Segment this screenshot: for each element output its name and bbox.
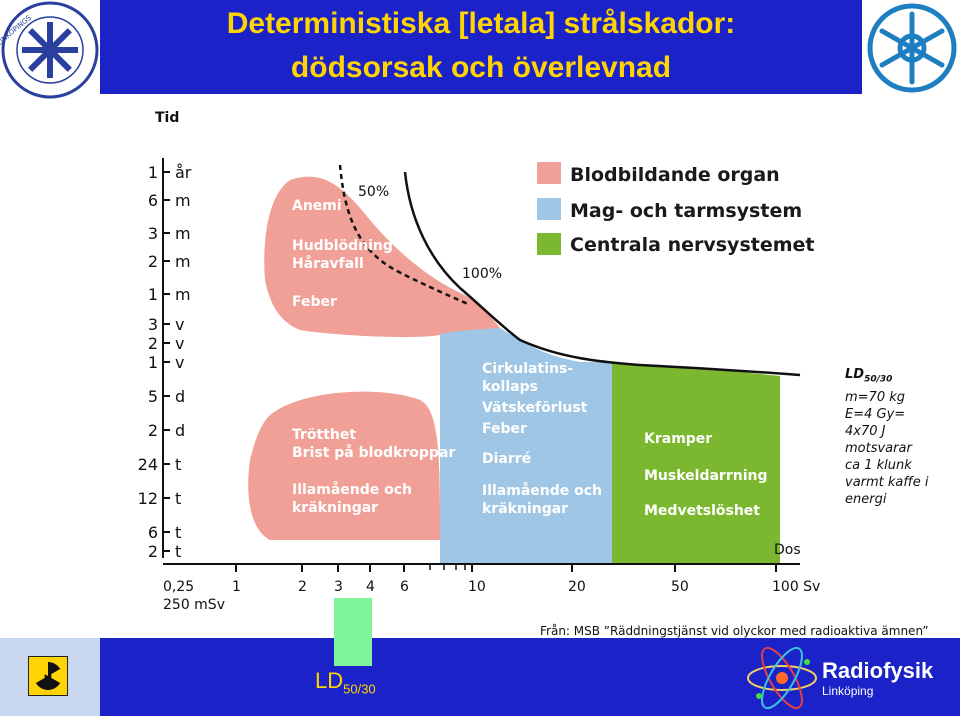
effect-trotthet: Trötthet — [292, 427, 356, 443]
curve-50-label: 50% — [358, 184, 389, 200]
time-tick-unit: år — [175, 163, 192, 182]
footer-bar — [0, 638, 960, 716]
time-tick-unit: d — [175, 387, 185, 406]
time-tick-number: 1 — [148, 285, 158, 304]
blood-organ-region-late — [264, 176, 500, 338]
effect-cirkulation-2: kollaps — [482, 379, 538, 395]
dose-tick-label: 2 — [298, 579, 307, 595]
dose-tick-label: 20 — [568, 579, 586, 595]
time-tick-unit: t — [175, 523, 181, 542]
legend-label-blood: Blodbildande organ — [570, 164, 780, 186]
slide-title-line2: dödsorsak och överlevnad — [290, 51, 672, 84]
effect-hudblodning: Hudblödning — [292, 238, 393, 254]
time-tick-unit: m — [175, 191, 191, 210]
time-tick-unit: t — [175, 542, 181, 561]
dose-axis-title: Dos — [774, 542, 801, 558]
dose-tick-label: 10 — [468, 579, 486, 595]
time-tick-unit: t — [175, 489, 181, 508]
time-tick-unit: m — [175, 252, 191, 271]
radiation-damage-diagram: Tid 1 år6 m3 m2 m1 m3 v2 v1 v5 d2 d24 t12 t6 t2 t Dos … — [138, 110, 821, 613]
dose-tick-label: 100 Sv — [772, 579, 820, 595]
slide-title-line1: Deterministiska [letala] strålskador: — [226, 7, 736, 40]
side-note-line: m=70 kg — [845, 389, 906, 405]
snowflake-emblem-logo — [867, 3, 957, 93]
time-tick-number: 1 — [148, 163, 158, 182]
curve-100-percent — [403, 171, 801, 377]
side-note-ld-heading: LD50/30 — [845, 367, 893, 385]
time-tick-number: 2 — [148, 334, 158, 353]
source-citation: Från: MSB ”Räddningstjänst vid olyckor m… — [540, 624, 929, 638]
effect-kramper: Kramper — [644, 431, 712, 447]
dose-start-msv: 250 mSv — [163, 597, 225, 613]
dose-start-value: 0,25 — [163, 579, 194, 595]
cns-region — [612, 362, 780, 565]
time-tick-number: 2 — [148, 542, 158, 561]
time-tick-unit: t — [175, 455, 181, 474]
effect-medvetsloshet: Medvetslöshet — [644, 503, 760, 519]
curve-50-percent — [338, 164, 471, 307]
side-note-line: ca 1 klunk — [845, 457, 912, 473]
time-tick-number: 3 — [148, 224, 158, 243]
side-note-line: energi — [845, 491, 887, 507]
effect-feber-blood: Feber — [292, 294, 337, 310]
time-tick-number: 1 — [148, 353, 158, 372]
time-tick-number: 6 — [148, 523, 158, 542]
dose-tick-label: 1 — [232, 579, 241, 595]
time-axis-title: Tid — [155, 110, 179, 126]
ld50-dose-band — [334, 598, 372, 666]
time-tick-number: 12 — [138, 489, 158, 508]
effect-illamaende-gi-2: kräkningar — [482, 501, 568, 517]
effect-anemi: Anemi — [292, 198, 342, 214]
side-note-line: varmt kaffe i — [845, 474, 929, 490]
side-note-line: E=4 Gy= — [845, 406, 906, 422]
university-seal-logo: LINKÖPINGS — [0, 1, 99, 99]
dose-tick-label: 3 — [334, 579, 343, 595]
legend-swatch-cns — [537, 233, 561, 255]
time-ticks: 1 år6 m3 m2 m1 m3 v2 v1 v5 d2 d24 t12 t6 t2 t — [138, 163, 192, 561]
effect-haravfall: Håravfall — [292, 255, 364, 272]
legend-label-gi: Mag- och tarmsystem — [570, 200, 802, 222]
time-tick-unit: v — [175, 353, 184, 372]
dose-ticks: 1 2 3 4 6 10 20 50 100 Sv — [232, 564, 820, 595]
time-tick-number: 3 — [148, 315, 158, 334]
legend-swatch-blood — [537, 162, 561, 184]
effect-vatskeforlust: Vätskeförlust — [482, 400, 588, 416]
legend-label-cns: Centrala nervsystemet — [570, 234, 815, 256]
time-tick-number: 2 — [148, 421, 158, 440]
time-tick-number: 5 — [148, 387, 158, 406]
gi-tract-region — [440, 328, 612, 565]
time-tick-number: 2 — [148, 252, 158, 271]
header-bar — [100, 0, 862, 94]
time-tick-unit: d — [175, 421, 185, 440]
atom-icon — [747, 646, 817, 710]
effect-illamaende-blood-2: kräkningar — [292, 500, 378, 516]
time-tick-number: 24 — [138, 455, 158, 474]
effect-diarre: Diarré — [482, 451, 531, 467]
time-tick-unit: m — [175, 285, 191, 304]
effect-illamaende-gi-1: Illamående och — [482, 482, 602, 499]
brand-subtitle: Linköping — [822, 684, 874, 698]
effect-feber-gi: Feber — [482, 421, 527, 437]
side-note-line: motsvarar — [845, 440, 912, 456]
ld-side-note: LD50/30 m=70 kg E=4 Gy= 4x70 J motsvarar… — [845, 366, 957, 508]
effect-cirkulation-1: Cirkulatins- — [482, 361, 573, 377]
footer-ld-label: LD50/30 — [315, 668, 376, 697]
dose-tick-label: 4 — [366, 579, 375, 595]
blood-organ-region-early — [248, 391, 440, 540]
time-tick-number: 6 — [148, 191, 158, 210]
curve-100-label: 100% — [462, 266, 502, 282]
brand-title: Radiofysik — [822, 658, 934, 683]
dose-tick-label: 50 — [671, 579, 689, 595]
dose-tick-label: 6 — [400, 579, 409, 595]
legend-swatch-gi — [537, 198, 561, 220]
time-tick-unit: m — [175, 224, 191, 243]
effect-muskeldarrning: Muskeldarrning — [644, 468, 768, 484]
side-note-line: 4x70 J — [845, 423, 886, 439]
effect-brist-blodkroppar: Brist på blodkroppar — [292, 444, 455, 461]
effect-illamaende-blood-1: Illamående och — [292, 481, 412, 498]
radiation-warning-icon — [28, 656, 68, 696]
legend: Blodbildande organ Mag- och tarmsystem C… — [537, 162, 815, 256]
time-tick-unit: v — [175, 334, 184, 353]
time-tick-unit: v — [175, 315, 184, 334]
